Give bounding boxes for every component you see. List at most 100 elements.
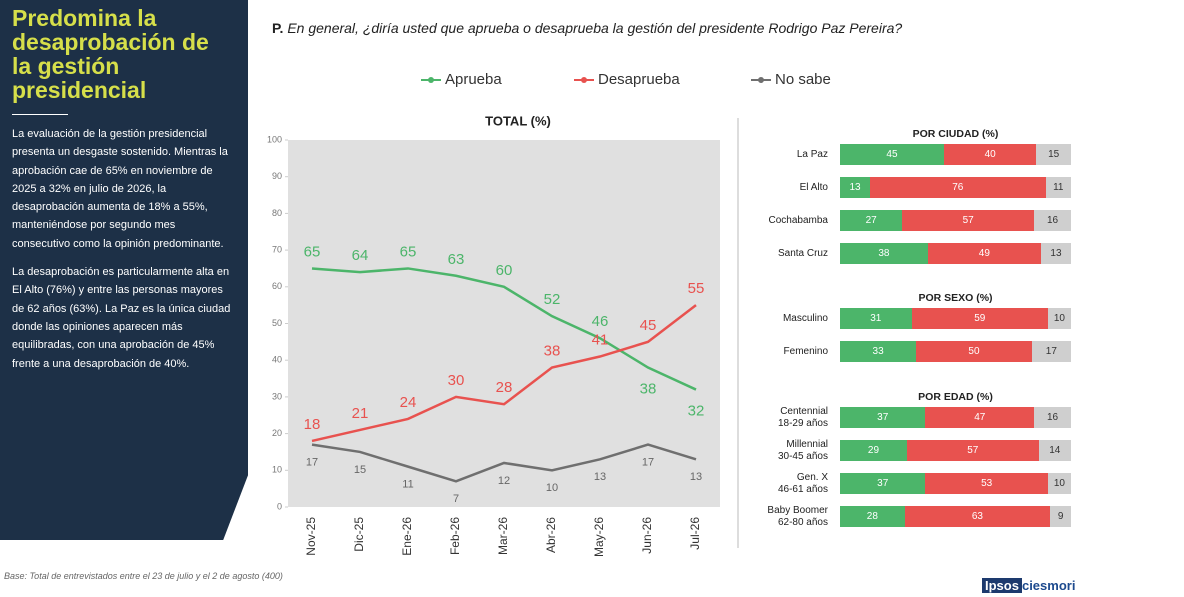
bar-segment: 38: [840, 243, 928, 264]
data-label: 55: [688, 280, 705, 297]
data-label: 24: [400, 394, 417, 411]
value-label: 59: [974, 313, 986, 324]
sidebar-title: Predomina la desaprobación de la gestión…: [12, 5, 209, 103]
paragraph: La evaluación de la gestión presidencial…: [12, 128, 228, 250]
y-tick-label: 70: [272, 244, 282, 254]
data-label: 7: [453, 493, 459, 505]
bar-row: Femenino 33 50 17: [700, 341, 1080, 362]
x-tick-label: Feb-26: [448, 517, 462, 555]
value-label: 16: [1046, 215, 1059, 226]
bar-segment: 33: [840, 341, 917, 362]
bar-segment: 40: [943, 144, 1037, 165]
value-label: 57: [962, 215, 974, 226]
x-tick-label: Jul-26: [688, 517, 702, 550]
bar-segment: 50: [916, 341, 1032, 362]
divider: [12, 114, 68, 115]
bar-segment: 10: [1047, 473, 1071, 494]
data-label: 11: [402, 479, 413, 491]
y-tick-label: 10: [272, 465, 282, 475]
data-label: 38: [544, 343, 561, 360]
category-label: Millennial 30-45 años: [777, 438, 828, 462]
bar-row: Centennial 18-29 años 37 47 16: [700, 405, 1080, 429]
question-text: En general, ¿diría usted que aprueba o d…: [287, 20, 903, 36]
paragraph: La desaprobación es particularmente alta…: [12, 266, 231, 370]
bar-segment: 59: [911, 308, 1048, 329]
bar-segment: 31: [840, 308, 912, 329]
value-label: 17: [1045, 346, 1057, 357]
value-label: 37: [877, 478, 889, 489]
value-label: 31: [870, 313, 882, 324]
data-label: 18: [304, 416, 321, 433]
data-label: 17: [642, 457, 654, 469]
value-label: 76: [952, 182, 964, 193]
data-label: 12: [498, 475, 510, 487]
series-line: [311, 267, 697, 391]
series-line: [311, 304, 697, 443]
chart-title: TOTAL (%): [485, 113, 551, 128]
data-label: 41: [592, 331, 609, 348]
bar-segment: 57: [902, 210, 1035, 231]
legend-swatch: [758, 77, 764, 83]
bar-segment: 13: [1040, 243, 1071, 264]
bar-segment: 14: [1038, 440, 1071, 461]
data-label: 15: [354, 464, 366, 476]
data-label: 10: [546, 482, 558, 494]
category-label: Cochabamba: [768, 214, 828, 226]
bar-segment: 45: [840, 144, 944, 165]
data-label: 63: [448, 251, 465, 268]
value-label: 33: [872, 346, 884, 357]
category-label: Centennial 18-29 años: [777, 405, 828, 429]
y-tick-label: 20: [272, 428, 282, 438]
bar-segment: 37: [840, 473, 926, 494]
logo: Ipsos ciesmori: [982, 578, 1075, 593]
value-label: 57: [967, 445, 979, 456]
bar-segment: 10: [1047, 308, 1071, 329]
x-tick-label: Jun-26: [640, 517, 654, 554]
value-label: 53: [981, 478, 993, 489]
bar-segment: 63: [904, 506, 1051, 527]
data-label: 13: [690, 471, 702, 483]
series-line: [311, 443, 697, 483]
bar-chart-title: POR SEXO (%): [918, 292, 993, 304]
bar-row: Santa Cruz 38 49 13: [700, 243, 1080, 264]
logo-right: ciesmori: [1021, 578, 1076, 593]
y-tick-label: 80: [272, 208, 282, 218]
value-label: 38: [878, 248, 890, 259]
bar-segment: 13: [840, 177, 871, 198]
base-note: Base: Total de entrevistados entre el 23…: [4, 571, 283, 581]
category-label: Gen. X 46-61 años: [777, 471, 828, 495]
bar-segment: 29: [840, 440, 907, 461]
data-label: 46: [592, 313, 609, 330]
bar-segment: 11: [1045, 177, 1071, 198]
bar-chart-title: POR EDAD (%): [918, 391, 993, 403]
legend-label: Aprueba: [445, 71, 502, 88]
value-label: 10: [1053, 313, 1065, 324]
y-tick-label: 60: [272, 281, 282, 291]
value-label: 49: [978, 248, 990, 259]
y-tick-label: 100: [267, 134, 282, 144]
logo-left: Ipsos: [982, 578, 1022, 593]
y-tick-label: 90: [272, 171, 282, 181]
data-label: 45: [640, 317, 657, 334]
value-label: 63: [971, 511, 983, 522]
bar-segment: 57: [906, 440, 1039, 461]
category-label: El Alto: [799, 181, 828, 193]
bar-segment: 9: [1050, 506, 1071, 527]
value-label: 13: [1050, 248, 1062, 259]
question-prefix: P.: [272, 20, 284, 36]
data-label: 65: [400, 243, 417, 260]
category-label: Baby Boomer 62-80 años: [767, 504, 828, 528]
x-tick-label: May-26: [592, 517, 606, 557]
x-tick-label: Abr-26: [544, 517, 558, 553]
data-label: 28: [496, 379, 513, 396]
y-tick-label: 50: [272, 318, 282, 328]
category-label: Femenino: [783, 345, 828, 357]
data-label: 64: [352, 247, 369, 264]
bar-segment: 76: [870, 177, 1046, 198]
bar-segment: 15: [1036, 144, 1071, 165]
value-label: 10: [1053, 478, 1065, 489]
category-label: La Paz: [796, 148, 828, 160]
x-tick-label: Mar-26: [496, 517, 510, 555]
